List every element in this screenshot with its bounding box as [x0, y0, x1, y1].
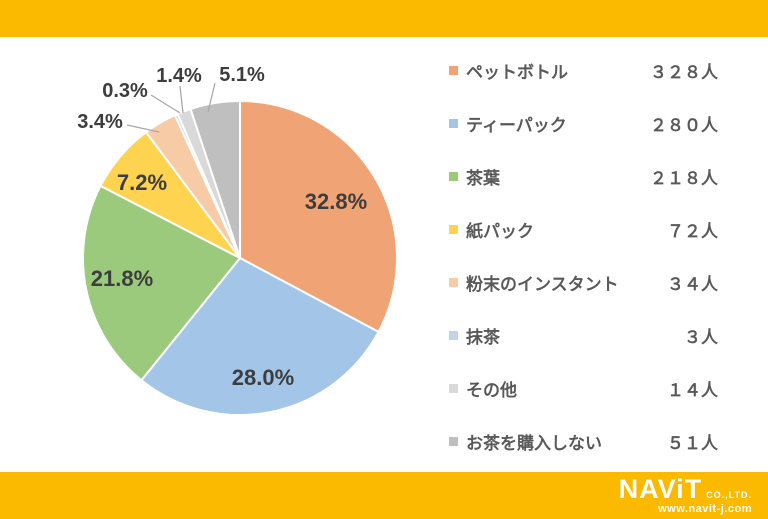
pie-slice-0 [239, 100, 398, 333]
legend-marker [449, 278, 458, 287]
legend-item: 茶葉 ２１８人 [449, 150, 718, 203]
pie-slice-2 [82, 184, 241, 382]
legend-marker [449, 384, 458, 393]
percent-label-5: 0.3% [102, 80, 148, 102]
legend-label: 抹茶 [466, 328, 500, 347]
leader-line-7 [207, 82, 216, 113]
percent-label-0: 32.8% [305, 189, 367, 214]
legend-count: ３２８人 [650, 63, 718, 82]
legend-item: 粉末のインスタント ３４人 [449, 256, 718, 309]
percent-label-6: 1.4% [156, 65, 202, 87]
legend-count: ５１人 [667, 434, 718, 453]
logo-website: www.navit-j.com [658, 503, 752, 515]
legend-item: ペットボトル ３２８人 [449, 44, 718, 97]
navit-logo: NAViT CO.,LTD. www.navit-j.com [619, 476, 752, 515]
top-brand-bar [0, 0, 768, 37]
footer-bar: NAViT CO.,LTD. www.navit-j.com [0, 472, 768, 519]
legend-item: ティーパック ２８０人 [449, 97, 718, 150]
leader-line-6 [179, 85, 184, 114]
legend-label: ペットボトル [466, 63, 568, 82]
legend-label: 紙パック [466, 222, 534, 241]
legend-item: 抹茶 ３人 [449, 309, 718, 362]
legend-label: お茶を購入しない [466, 434, 602, 453]
legend-item: お茶を購入しない ５１人 [449, 415, 718, 468]
percent-label-7: 5.1% [219, 64, 265, 86]
legend-marker [449, 172, 458, 181]
legend-marker [449, 119, 458, 128]
pie-chart-area: 32.8% 28.0% 21.8% 7.2% 3.4% 0.3% 1.4% 5.1% [30, 45, 445, 460]
legend-label: ティーパック [466, 116, 567, 135]
legend-item: その他 １４人 [449, 362, 718, 415]
percent-labels: 32.8% 28.0% 21.8% 7.2% 3.4% 0.3% 1.4% 5.1% [77, 64, 367, 390]
pie-chart: 32.8% 28.0% 21.8% 7.2% 3.4% 0.3% 1.4% 5.1% [77, 64, 398, 416]
legend: ペットボトル ３２８人ティーパック ２８０人茶葉 ２１８人紙パック ７２人粉末のインスタ… [449, 44, 718, 468]
legend-count: ７２人 [667, 222, 718, 241]
legend-count: ３４人 [667, 275, 718, 294]
legend-marker [449, 331, 458, 340]
pie-slice-1 [140, 257, 380, 416]
legend-marker [449, 225, 458, 234]
legend-label: その他 [466, 381, 517, 400]
pie-slices [82, 100, 398, 416]
percent-label-1: 28.0% [232, 365, 294, 390]
percent-label-4: 3.4% [77, 111, 123, 133]
legend-marker [449, 437, 458, 446]
legend-label: 茶葉 [466, 169, 500, 188]
percent-label-2: 21.8% [91, 266, 153, 291]
legend-count: １４人 [667, 381, 718, 400]
legend-count: ２１８人 [650, 169, 718, 188]
logo-text: NAViT [618, 474, 703, 504]
leader-lines [126, 82, 216, 133]
logo-suffix: CO.,LTD. [706, 490, 752, 500]
leader-line-4 [126, 124, 160, 133]
legend-count: ２８０人 [650, 116, 718, 135]
legend-count: ３人 [684, 328, 718, 347]
percent-label-3: 7.2% [117, 170, 167, 195]
legend-marker [449, 66, 458, 75]
leader-line-5 [150, 94, 181, 114]
pie-slice-7 [189, 100, 241, 259]
legend-item: 紙パック ７２人 [449, 203, 718, 256]
legend-label: 粉末のインスタント [466, 275, 619, 294]
